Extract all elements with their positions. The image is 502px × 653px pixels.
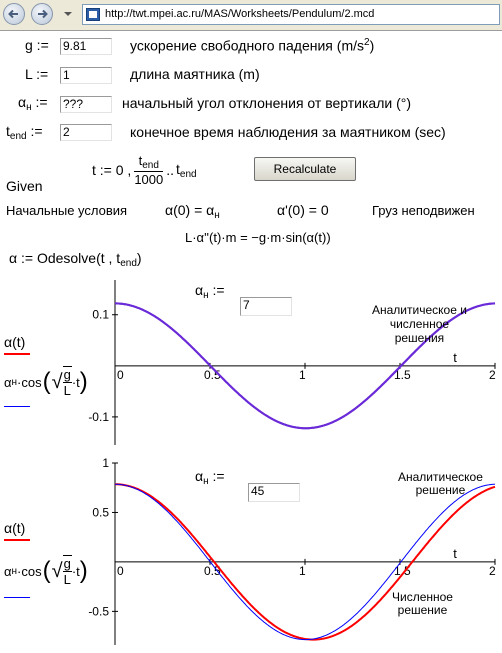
y-tick-label: -0.1 (88, 410, 109, 424)
address-bar[interactable]: http://twt.mpei.ac.ru/MAS/Worksheets/Pen… (82, 4, 500, 25)
given-keyword: Given (6, 178, 43, 194)
x-axis-label: t (453, 546, 457, 561)
initial-condition-angle: α(0) = αн (165, 202, 220, 221)
back-arrow-icon (8, 9, 18, 19)
browser-toolbar: http://twt.mpei.ac.ru/MAS/Worksheets/Pen… (0, 0, 502, 31)
alpha-input[interactable]: ??? (60, 96, 112, 113)
url-text: http://twt.mpei.ac.ru/MAS/Worksheets/Pen… (105, 8, 375, 20)
g-symbol: g := (25, 37, 49, 53)
l-symbol: L := (25, 66, 49, 82)
plot2-annotation-numeric: Численное решение (392, 590, 453, 617)
legend-numeric-line-1 (4, 353, 30, 355)
l-description: длина маятника (m) (130, 66, 260, 82)
x-tick-label: 2 (489, 368, 496, 382)
y-tick-label: 1 (102, 456, 109, 470)
legend-numeric-label-1: α(t) (4, 334, 26, 350)
x-tick-label: 2 (489, 564, 496, 578)
forward-arrow-icon (38, 9, 48, 19)
series-line-numeric (115, 483, 496, 641)
g-description: ускорение свободного падения (m/s2) (130, 37, 375, 54)
history-dropdown-icon[interactable] (64, 12, 72, 16)
tend-symbol: tend := (6, 123, 43, 142)
y-tick-label: -0.5 (88, 604, 109, 618)
g-input[interactable]: 9.81 (60, 38, 112, 55)
y-tick-label: 0.1 (92, 308, 109, 322)
plot2-alpha-input[interactable]: 45 (248, 483, 300, 502)
x-axis-label: t (453, 350, 457, 365)
x-tick-label: 0 (117, 564, 124, 578)
tend-input[interactable]: 2 (60, 124, 112, 141)
initial-conditions-label: Начальные условия (6, 203, 128, 218)
tend-description: конечное время наблюдения за маятником (… (130, 124, 446, 140)
l-input[interactable]: 1 (60, 67, 112, 84)
legend-analytic-label-1: α н ·cos (√ g L ·t) (4, 366, 88, 398)
legend-analytic-line-2 (4, 597, 30, 598)
plot2-chart: 0 0.5 1 1.5 210.5-0.5t (88, 456, 496, 645)
x-tick-label: 0.5 (204, 564, 221, 578)
legend-analytic-label-2: α н ·cos (√ g L ·t) (4, 555, 88, 587)
plot2-alpha-input-label: αн := (195, 468, 225, 487)
x-tick-label: 1 (299, 368, 306, 382)
x-tick-label: 1 (299, 564, 306, 578)
x-tick-label: 0 (117, 368, 124, 382)
plot2-annotation-analytic: Аналитическое решение (398, 470, 483, 497)
plot1-annotation: Аналитическое и численное решения (372, 303, 467, 345)
series-line-analytic (115, 302, 495, 430)
plot1-alpha-input[interactable]: 7 (240, 297, 292, 316)
ode-equation: L·α''(t)·m = −g·m·sin(α(t)) (185, 230, 331, 245)
y-tick-label: 0.5 (92, 505, 109, 519)
back-button[interactable] (3, 3, 25, 25)
recalculate-button[interactable]: Recalculate (254, 157, 356, 181)
forward-button[interactable] (31, 3, 53, 25)
series-line-analytic (115, 483, 496, 641)
rest-note: Груз неподвижен (372, 203, 475, 218)
alpha-description: начальный угол отклонения от вертикали (… (122, 95, 411, 111)
x-tick-label: 1.5 (394, 368, 411, 382)
legend-analytic-line-1 (4, 406, 30, 407)
initial-condition-velocity: α'(0) = 0 (277, 202, 329, 218)
alpha-symbol: αн := (18, 94, 48, 113)
legend-numeric-label-2: α(t) (4, 520, 26, 536)
legend-numeric-line-2 (4, 539, 30, 541)
odesolve-definition: α := Odesolve(t , tend) (9, 250, 142, 269)
plot1-alpha-input-label: αн := (195, 282, 225, 301)
time-range-definition: t := 0 , tend 1000 .. tend (92, 153, 197, 187)
plot1-chart: 0 0.5 1 1.5 20.1-0.1t (88, 280, 496, 445)
page-icon (86, 8, 100, 21)
